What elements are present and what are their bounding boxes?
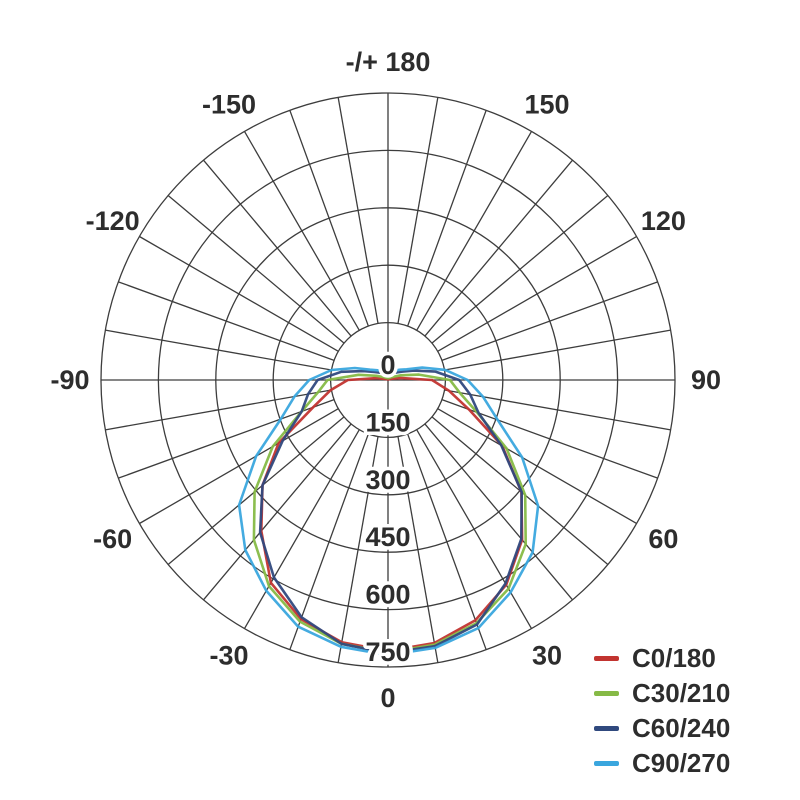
angle-tick-label-90: 90	[691, 365, 721, 395]
polar-spoke-340	[289, 433, 369, 650]
legend-swatch-c0-180	[594, 656, 619, 661]
radial-tick-label-0: 0	[380, 350, 395, 380]
polar-spoke-330	[243, 429, 360, 629]
polar-spoke-170	[397, 97, 439, 324]
radial-tick-label-600: 600	[365, 580, 410, 610]
legend-item-c0-180: C0/180	[594, 641, 730, 676]
angle-tick-label-0: 0	[380, 683, 395, 713]
polar-spoke-40	[424, 423, 573, 601]
polar-spoke-160	[407, 110, 487, 327]
polar-spoke-290	[118, 399, 335, 479]
legend-swatch-c30-210	[594, 691, 619, 696]
angle-tick-label--150: -150	[202, 90, 256, 120]
polar-spoke-150	[416, 131, 533, 331]
angle-tick-label-60: 60	[648, 524, 678, 554]
series-curve-C90-270	[237, 366, 540, 657]
polar-spoke-130	[431, 195, 609, 344]
angle-tick-label-120: 120	[641, 206, 686, 236]
legend-item-c90-270: C90/270	[594, 746, 730, 781]
polar-spoke-250	[118, 281, 335, 361]
radial-tick-label-150: 150	[365, 407, 410, 437]
polar-spoke-140	[424, 159, 573, 337]
legend-label-c30-210: C30/210	[632, 678, 731, 708]
polar-spoke-220	[203, 159, 352, 337]
legend-label-c90-270: C90/270	[632, 748, 731, 778]
polar-spoke-120	[437, 235, 637, 352]
angle-tick-label--90: -90	[50, 365, 89, 395]
legend-item-c30-210: C30/210	[594, 676, 730, 711]
angle-tick-label-180: -/+ 180	[346, 47, 431, 77]
polar-spoke-260	[105, 329, 332, 371]
angle-tick-label--60: -60	[93, 524, 132, 554]
radial-tick-label-750: 750	[365, 637, 410, 667]
polar-spoke-30	[416, 429, 533, 629]
polar-spoke-300	[139, 408, 339, 525]
polar-spoke-210	[243, 131, 360, 331]
legend-swatch-c60-240	[594, 726, 619, 731]
angle-tick-label--120: -120	[86, 206, 140, 236]
legend-swatch-c90-270	[594, 761, 619, 766]
polar-spoke-110	[441, 281, 658, 361]
radial-tick-label-450: 450	[365, 522, 410, 552]
polar-spoke-230	[167, 195, 345, 344]
legend: C0/180 C30/210 C60/240 C90/270	[594, 641, 730, 781]
polar-spoke-350	[337, 436, 379, 663]
polar-spoke-320	[203, 423, 352, 601]
polar-spoke-70	[441, 399, 658, 479]
legend-label-c0-180: C0/180	[632, 643, 716, 673]
polar-spoke-20	[407, 433, 487, 650]
legend-item-c60-240: C60/240	[594, 711, 730, 746]
angle-tick-label-30: 30	[532, 640, 562, 670]
polar-spoke-100	[444, 329, 671, 371]
radial-tick-label-300: 300	[365, 465, 410, 495]
polar-spoke-240	[139, 235, 339, 352]
polar-spoke-60	[437, 408, 637, 525]
legend-label-c60-240: C60/240	[632, 713, 731, 743]
angle-tick-label-150: 150	[524, 90, 569, 120]
polar-spoke-10	[397, 436, 439, 663]
polar-spoke-200	[289, 110, 369, 327]
polar-spoke-190	[337, 97, 379, 324]
angle-tick-label--30: -30	[209, 640, 248, 670]
series-curve-C60-240	[258, 369, 523, 655]
